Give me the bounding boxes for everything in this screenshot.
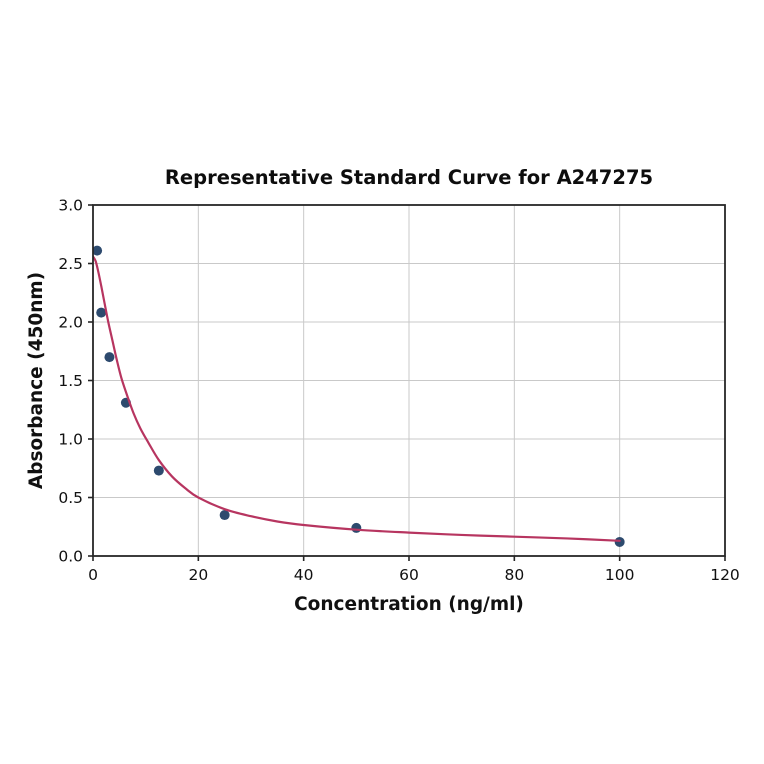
x-tick-label: 40 — [294, 566, 314, 584]
x-tick-label: 0 — [88, 566, 98, 584]
x-tick-label: 60 — [399, 566, 419, 584]
gridlines — [93, 205, 725, 556]
chart-title: Representative Standard Curve for A24727… — [165, 166, 653, 189]
y-tick-label: 2.0 — [58, 314, 83, 332]
x-tick-label: 120 — [710, 566, 740, 584]
x-tick-label: 100 — [605, 566, 635, 584]
x-tick-label: 20 — [188, 566, 208, 584]
data-point — [104, 352, 115, 363]
y-tick-label: 0.5 — [58, 489, 83, 507]
tick-labels: 0 20 40 60 80 100 120 0.0 0.5 1.0 1.5 2.0 2.5 3.0 — [58, 197, 739, 585]
x-tick-label: 80 — [504, 566, 524, 584]
data-point — [351, 522, 362, 533]
y-tick-label: 1.0 — [58, 431, 83, 449]
y-tick-label: 2.5 — [58, 255, 83, 273]
plot-series — [93, 245, 625, 547]
data-point — [96, 307, 107, 318]
axes — [88, 204, 726, 561]
data-point — [153, 465, 164, 476]
y-tick-label: 3.0 — [58, 197, 83, 215]
data-point — [614, 536, 625, 547]
y-tick-label: 1.5 — [58, 372, 83, 390]
y-tick-label: 0.0 — [58, 548, 83, 566]
data-point — [93, 245, 103, 256]
x-axis-label: Concentration (ng/ml) — [294, 594, 524, 615]
y-axis-label: Absorbance (450nm) — [26, 272, 47, 489]
data-point — [219, 510, 230, 521]
fitted-curve — [93, 255, 621, 542]
